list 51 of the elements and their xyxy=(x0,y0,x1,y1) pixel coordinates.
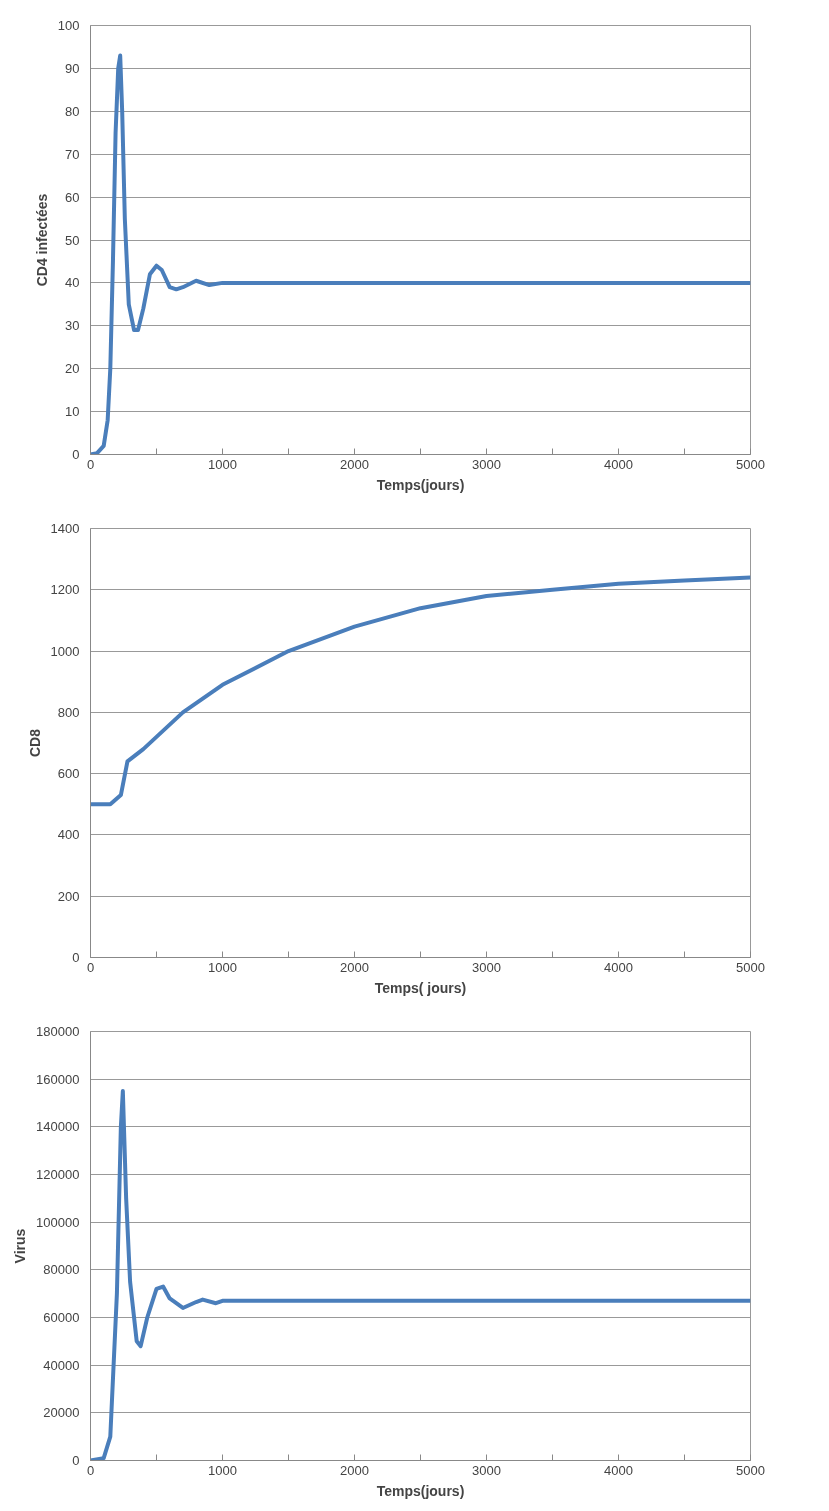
y-tick-label: 60000 xyxy=(43,1310,80,1325)
y-axis-title: CD8 xyxy=(26,728,43,757)
y-tick-label: 40 xyxy=(65,275,80,291)
y-tick-label: 100000 xyxy=(36,1214,80,1230)
y-tick-label: 30 xyxy=(65,318,80,334)
y-tick-label: 20 xyxy=(65,361,80,377)
x-axis-title: Temps(jours) xyxy=(376,1482,465,1499)
y-tick-label: 800 xyxy=(57,704,80,720)
y-tick-label: 1400 xyxy=(50,521,80,536)
x-tick-label: 1000 xyxy=(208,1462,237,1478)
x-tick-label: 0 xyxy=(86,1462,95,1478)
x-tick-label: 1000 xyxy=(208,959,237,975)
y-tick-label: 10 xyxy=(65,404,80,420)
y-tick-label: 400 xyxy=(57,827,80,843)
x-tick-label: 4000 xyxy=(604,1462,633,1478)
y-tick-label: 80000 xyxy=(43,1262,80,1278)
y-tick-label: 600 xyxy=(57,766,80,782)
y-axis-title: CD4 infectées xyxy=(33,193,50,287)
x-tick-label: 2000 xyxy=(340,959,369,975)
x-tick-label: 3000 xyxy=(472,959,501,975)
y-tick-label: 60 xyxy=(65,189,80,205)
y-tick-label: 90 xyxy=(65,60,80,76)
y-tick-label: 160000 xyxy=(36,1071,80,1087)
y-axis-title: Virus xyxy=(12,1228,29,1264)
x-tick-label: 0 xyxy=(86,959,95,975)
x-axis-title: Temps(jours) xyxy=(376,476,465,493)
x-tick-label: 5000 xyxy=(736,456,765,472)
x-tick-label: 0 xyxy=(86,456,95,472)
line-series xyxy=(90,575,751,807)
y-tick-label: 140000 xyxy=(36,1119,80,1135)
x-tick-label: 3000 xyxy=(472,1462,501,1478)
x-tick-label: 1000 xyxy=(208,456,237,472)
y-tick-label: 50 xyxy=(65,232,80,248)
y-tick-label: 120000 xyxy=(36,1167,80,1182)
y-tick-label: 1000 xyxy=(50,643,80,659)
y-tick-label: 200 xyxy=(57,888,80,904)
y-tick-label: 1200 xyxy=(50,582,80,598)
y-tick-label: 40000 xyxy=(43,1357,80,1373)
x-tick-label: 5000 xyxy=(736,1462,765,1478)
x-tick-label: 2000 xyxy=(340,1462,369,1478)
x-tick-label: 4000 xyxy=(604,959,633,975)
x-tick-label: 5000 xyxy=(736,959,765,975)
x-tick-label: 2000 xyxy=(340,456,369,472)
y-tick-label: 80 xyxy=(65,103,80,119)
y-tick-label: 70 xyxy=(65,146,80,162)
x-tick-label: 3000 xyxy=(472,456,501,472)
x-tick-label: 4000 xyxy=(604,456,633,472)
y-tick-label: 100 xyxy=(57,18,80,33)
y-tick-label: 20000 xyxy=(43,1405,80,1421)
y-tick-label: 180000 xyxy=(36,1024,80,1039)
x-axis-title: Temps( jours) xyxy=(374,979,467,996)
